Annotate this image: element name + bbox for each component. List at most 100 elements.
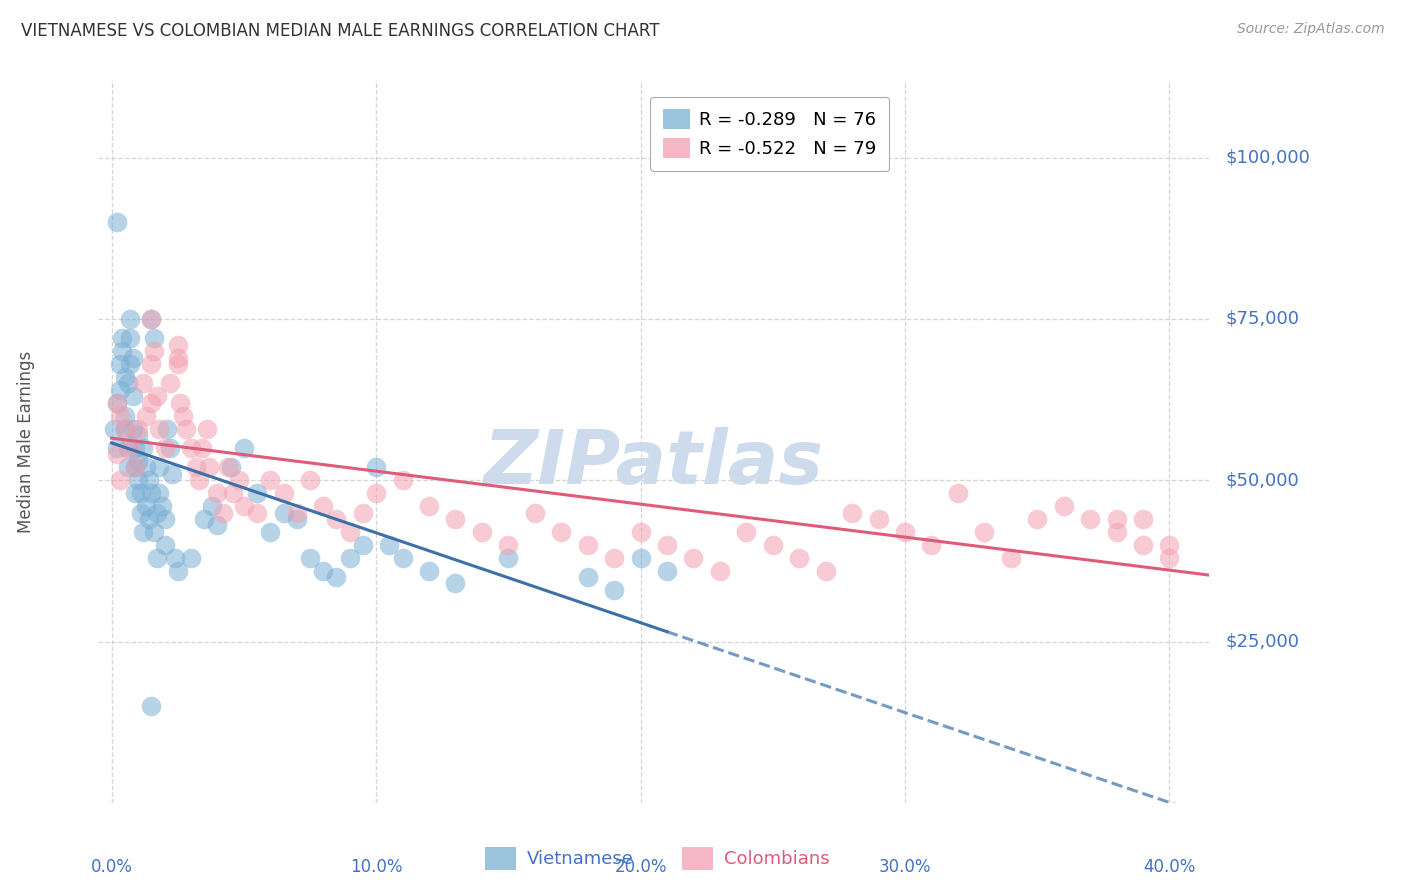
Point — [148, 422, 170, 436]
Point — [117, 376, 139, 391]
Point — [366, 486, 388, 500]
Point — [186, 460, 208, 475]
Point — [222, 486, 245, 500]
Point — [159, 441, 181, 455]
Text: ZIPatlas: ZIPatlas — [484, 426, 824, 500]
Point — [285, 506, 308, 520]
Point — [127, 473, 149, 487]
Point — [135, 499, 157, 513]
Point — [312, 499, 335, 513]
Point — [135, 409, 157, 423]
Point — [655, 564, 678, 578]
Point — [124, 460, 146, 475]
Point — [391, 473, 413, 487]
Point — [1132, 538, 1154, 552]
Point — [1078, 512, 1101, 526]
Point — [1132, 512, 1154, 526]
Point — [259, 524, 281, 539]
Point — [762, 538, 785, 552]
Point — [187, 473, 209, 487]
Point — [117, 460, 139, 475]
Point — [787, 550, 810, 565]
Point — [211, 506, 233, 520]
Point — [246, 486, 269, 500]
Text: Colombians: Colombians — [724, 849, 830, 868]
Text: 40.0%: 40.0% — [1143, 857, 1195, 876]
Point — [471, 524, 494, 539]
Point — [127, 428, 149, 442]
Point — [153, 512, 176, 526]
Text: 10.0%: 10.0% — [350, 857, 402, 876]
Point — [576, 538, 599, 552]
Text: Vietnamese: Vietnamese — [527, 849, 634, 868]
Point — [180, 441, 202, 455]
Point — [207, 486, 229, 500]
Point — [814, 564, 837, 578]
Point — [946, 486, 969, 500]
Point — [108, 383, 131, 397]
Point — [312, 564, 335, 578]
Point — [195, 422, 218, 436]
Point — [418, 564, 440, 578]
Point — [129, 506, 152, 520]
Point — [1105, 512, 1128, 526]
Legend: R = -0.289   N = 76, R = -0.522   N = 79: R = -0.289 N = 76, R = -0.522 N = 79 — [651, 96, 889, 170]
Point — [127, 454, 149, 468]
Point — [198, 460, 221, 475]
Point — [117, 441, 139, 455]
Text: $75,000: $75,000 — [1225, 310, 1299, 328]
Point — [325, 512, 347, 526]
Point — [108, 409, 131, 423]
Point — [709, 564, 731, 578]
Point — [153, 441, 176, 455]
Point — [105, 441, 128, 455]
Point — [114, 370, 136, 384]
Point — [141, 312, 163, 326]
Point — [201, 499, 224, 513]
Point — [129, 486, 152, 500]
Point — [603, 550, 626, 565]
Text: 0.0%: 0.0% — [91, 857, 132, 876]
Point — [366, 460, 388, 475]
Point — [166, 564, 188, 578]
Point — [246, 506, 269, 520]
Point — [127, 422, 149, 436]
Point — [207, 518, 229, 533]
Point — [141, 486, 163, 500]
Point — [143, 524, 166, 539]
Point — [138, 512, 160, 526]
Point — [603, 582, 626, 597]
Point — [150, 499, 173, 513]
Point — [1159, 538, 1181, 552]
Point — [120, 331, 142, 345]
Point — [190, 441, 212, 455]
Point — [868, 512, 890, 526]
Point — [153, 538, 176, 552]
Point — [444, 512, 467, 526]
Point — [162, 467, 184, 481]
Point — [339, 524, 361, 539]
Point — [105, 447, 128, 461]
Point — [273, 506, 295, 520]
Text: Source: ZipAtlas.com: Source: ZipAtlas.com — [1237, 22, 1385, 37]
Point — [550, 524, 572, 539]
Point — [841, 506, 863, 520]
Point — [141, 357, 163, 371]
Point — [682, 550, 704, 565]
Point — [498, 550, 520, 565]
Point — [166, 357, 188, 371]
Point — [114, 409, 136, 423]
Point — [325, 570, 347, 584]
Point — [121, 351, 143, 365]
Point — [193, 512, 215, 526]
Text: VIETNAMESE VS COLOMBIAN MEDIAN MALE EARNINGS CORRELATION CHART: VIETNAMESE VS COLOMBIAN MEDIAN MALE EARN… — [21, 22, 659, 40]
Point — [298, 473, 321, 487]
Point — [655, 538, 678, 552]
Point — [145, 506, 167, 520]
Point — [339, 550, 361, 565]
Point — [159, 376, 181, 391]
Point — [143, 331, 166, 345]
Point — [894, 524, 917, 539]
Point — [219, 460, 242, 475]
Point — [1053, 499, 1076, 513]
